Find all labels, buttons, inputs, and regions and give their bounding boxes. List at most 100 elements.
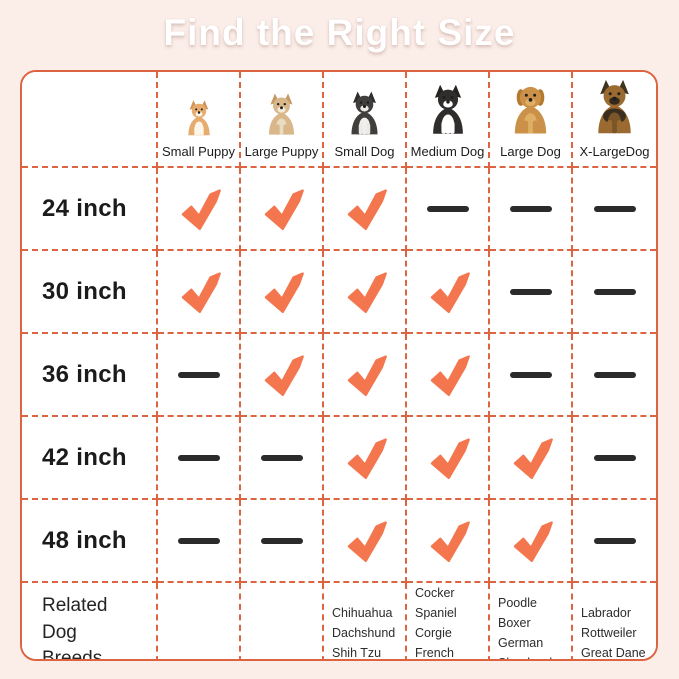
check-icon <box>347 271 387 313</box>
availability-dash-cell <box>241 417 324 500</box>
availability-dash-cell <box>158 500 241 583</box>
dash-icon <box>426 205 469 212</box>
check-icon <box>181 271 221 313</box>
column-header-french-bulldog: Small Dog <box>324 72 407 168</box>
breed-name: Corgie <box>415 626 452 640</box>
size-row-label: 24 inch <box>22 168 158 251</box>
column-header-chihuahua: Large Puppy <box>241 72 324 168</box>
check-icon <box>347 437 387 479</box>
column-label: Medium Dog <box>410 144 485 159</box>
availability-check-cell <box>158 251 241 334</box>
breed-name: Labrador <box>581 606 632 620</box>
availability-check-cell <box>241 334 324 417</box>
check-icon <box>430 520 470 562</box>
size-chart-table: Small Puppy Large Puppy Small Dog <box>20 70 658 661</box>
golden-retriever-image <box>514 86 547 134</box>
dash-icon <box>509 205 552 212</box>
breed-list <box>241 583 324 659</box>
breed-name: Poodle <box>498 596 537 610</box>
size-row-label: 36 inch <box>22 334 158 417</box>
availability-check-cell <box>490 417 573 500</box>
breed-list: Chihuahua Dachshund Shih Tzu <box>324 583 407 659</box>
availability-dash-cell <box>573 417 656 500</box>
check-icon <box>430 437 470 479</box>
availability-dash-cell <box>573 168 656 251</box>
dash-icon <box>177 537 220 544</box>
dash-icon <box>177 371 220 378</box>
availability-check-cell <box>324 251 407 334</box>
corner-cell <box>22 72 158 168</box>
availability-dash-cell <box>573 500 656 583</box>
column-header-german-shepherd: X-LargeDog <box>573 72 656 168</box>
breed-name: Dachshund <box>332 626 396 640</box>
breed-name: German <box>498 636 544 650</box>
availability-dash-cell <box>573 251 656 334</box>
size-row-label: 42 inch <box>22 417 158 500</box>
dash-icon <box>177 454 220 461</box>
availability-check-cell <box>158 168 241 251</box>
breed-name: Shepherd <box>498 653 552 659</box>
chihuahua-image <box>269 93 294 135</box>
availability-dash-cell <box>573 334 656 417</box>
check-icon <box>181 188 221 230</box>
column-header-border-collie: Medium Dog <box>407 72 490 168</box>
availability-check-cell <box>407 500 490 583</box>
availability-dash-cell <box>158 334 241 417</box>
german-shepherd-image <box>598 79 631 134</box>
dash-icon <box>593 537 636 544</box>
breed-list: Cocker Spaniel Corgie French Bulldog <box>407 583 490 660</box>
dash-icon <box>260 454 303 461</box>
dash-icon <box>593 205 636 212</box>
breed-name: Great Dane <box>581 646 646 660</box>
breed-name: French Bulldog <box>415 646 454 660</box>
dash-icon <box>509 371 552 378</box>
size-chart-grid: Small Puppy Large Puppy Small Dog <box>22 72 656 659</box>
availability-dash-cell <box>407 168 490 251</box>
dash-icon <box>260 537 303 544</box>
availability-check-cell <box>241 168 324 251</box>
check-icon <box>430 271 470 313</box>
check-icon <box>513 437 553 479</box>
breed-list: Poodle Boxer German Shepherd <box>490 583 573 659</box>
breed-name: Boxer <box>498 616 531 630</box>
availability-dash-cell <box>490 251 573 334</box>
availability-dash-cell <box>158 417 241 500</box>
column-header-golden-retriever: Large Dog <box>490 72 573 168</box>
dash-icon <box>593 371 636 378</box>
check-icon <box>264 188 304 230</box>
dash-icon <box>593 454 636 461</box>
column-header-corgi-puppy: Small Puppy <box>158 72 241 168</box>
availability-check-cell <box>490 500 573 583</box>
dash-icon <box>593 288 636 295</box>
availability-dash-cell <box>490 168 573 251</box>
size-row-label: 48 inch <box>22 500 158 583</box>
breed-list <box>158 583 241 659</box>
availability-dash-cell <box>241 500 324 583</box>
check-icon <box>347 520 387 562</box>
breed-name: Chihuahua <box>332 606 393 620</box>
check-icon <box>264 354 304 396</box>
availability-check-cell <box>324 500 407 583</box>
availability-check-cell <box>324 417 407 500</box>
breed-name: Rottweiler <box>581 626 637 640</box>
availability-check-cell <box>407 251 490 334</box>
check-icon <box>513 520 553 562</box>
breed-name: Cocker Spaniel <box>415 586 457 620</box>
column-label: Large Dog <box>500 144 561 159</box>
availability-check-cell <box>324 168 407 251</box>
column-label: Large Puppy <box>244 144 319 159</box>
availability-check-cell <box>407 417 490 500</box>
breed-list: Labrador Rottweiler Great Dane <box>573 583 656 660</box>
dash-icon <box>509 288 552 295</box>
column-label: Small Puppy <box>162 144 235 159</box>
availability-check-cell <box>324 334 407 417</box>
availability-dash-cell <box>490 334 573 417</box>
check-icon <box>347 188 387 230</box>
page-title: Find the Right Size <box>163 12 516 53</box>
column-label: X-LargeDog <box>579 144 650 159</box>
related-breeds-label: Related Dog Breeds <box>22 583 158 659</box>
french-bulldog-image <box>351 91 378 135</box>
availability-check-cell <box>407 334 490 417</box>
availability-check-cell <box>241 251 324 334</box>
check-icon <box>264 271 304 313</box>
